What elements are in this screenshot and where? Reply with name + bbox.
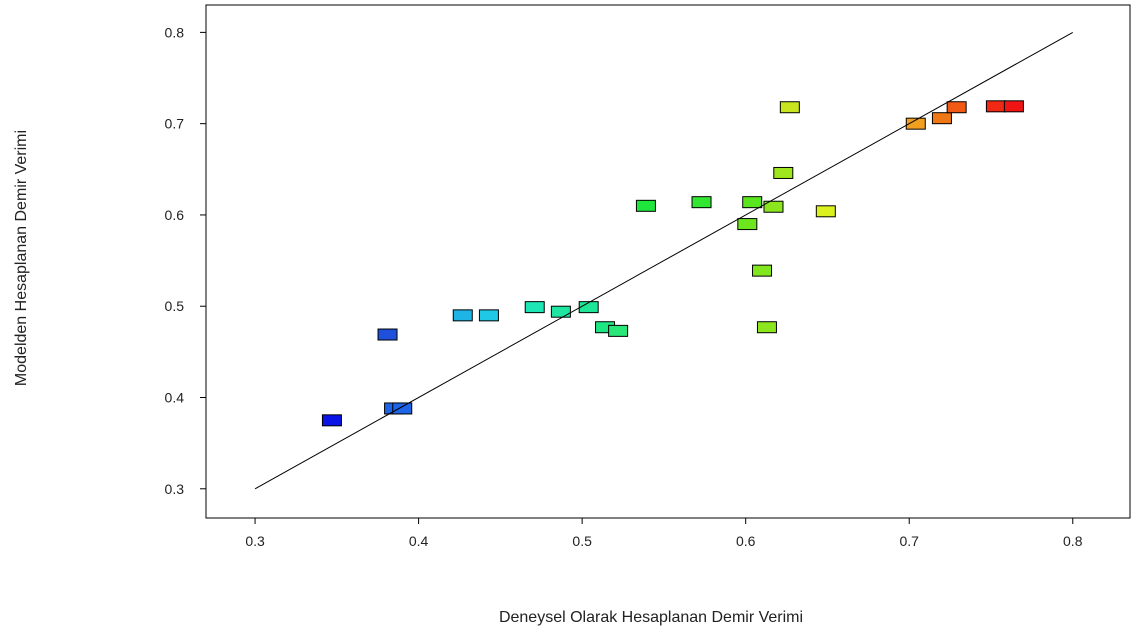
x-tick-label: 0.5 bbox=[572, 533, 592, 549]
data-point bbox=[779, 101, 800, 114]
x-axis: 0.3 0.4 0.5 0.6 0.7 0.8 bbox=[245, 518, 1083, 549]
reference-line bbox=[254, 31, 1074, 490]
data-point bbox=[752, 264, 773, 277]
y-tick-label: 0.3 bbox=[165, 481, 185, 497]
data-point bbox=[377, 328, 398, 341]
data-point bbox=[773, 166, 794, 179]
y-tick-label: 0.7 bbox=[165, 116, 185, 132]
y-axis-title: Modelden Hesaplanan Demir Verimi bbox=[13, 130, 30, 386]
data-point bbox=[742, 196, 763, 209]
x-tick-label: 0.7 bbox=[899, 533, 919, 549]
plot-frame bbox=[205, 4, 1131, 519]
data-point bbox=[578, 301, 599, 314]
data-point bbox=[737, 218, 758, 231]
data-point bbox=[321, 414, 342, 427]
data-point bbox=[931, 112, 952, 125]
data-point bbox=[946, 101, 967, 114]
x-axis-title: Deneysel Olarak Hesaplanan Demir Verimi bbox=[499, 609, 803, 626]
data-point bbox=[452, 309, 473, 322]
data-point bbox=[756, 321, 777, 334]
x-tick-label: 0.6 bbox=[736, 533, 756, 549]
data-points bbox=[321, 100, 1024, 427]
data-point bbox=[815, 205, 836, 218]
y-tick-label: 0.6 bbox=[165, 207, 185, 223]
data-point bbox=[524, 301, 545, 314]
y-tick-label: 0.4 bbox=[165, 390, 185, 406]
x-tick-label: 0.3 bbox=[245, 533, 265, 549]
data-point bbox=[905, 117, 926, 130]
y-axis: 0.3 0.4 0.5 0.6 0.7 0.8 bbox=[165, 24, 206, 497]
data-point bbox=[763, 200, 784, 213]
data-point bbox=[985, 100, 1006, 113]
y-tick-label: 0.8 bbox=[165, 24, 185, 40]
x-tick-label: 0.8 bbox=[1063, 533, 1083, 549]
data-point bbox=[691, 196, 712, 209]
data-point bbox=[1003, 100, 1024, 113]
data-point bbox=[478, 309, 499, 322]
data-point bbox=[608, 324, 629, 337]
data-point bbox=[550, 305, 571, 318]
data-point bbox=[392, 402, 413, 415]
data-point bbox=[635, 199, 656, 212]
x-tick-label: 0.4 bbox=[409, 533, 429, 549]
y-tick-label: 0.5 bbox=[165, 298, 185, 314]
